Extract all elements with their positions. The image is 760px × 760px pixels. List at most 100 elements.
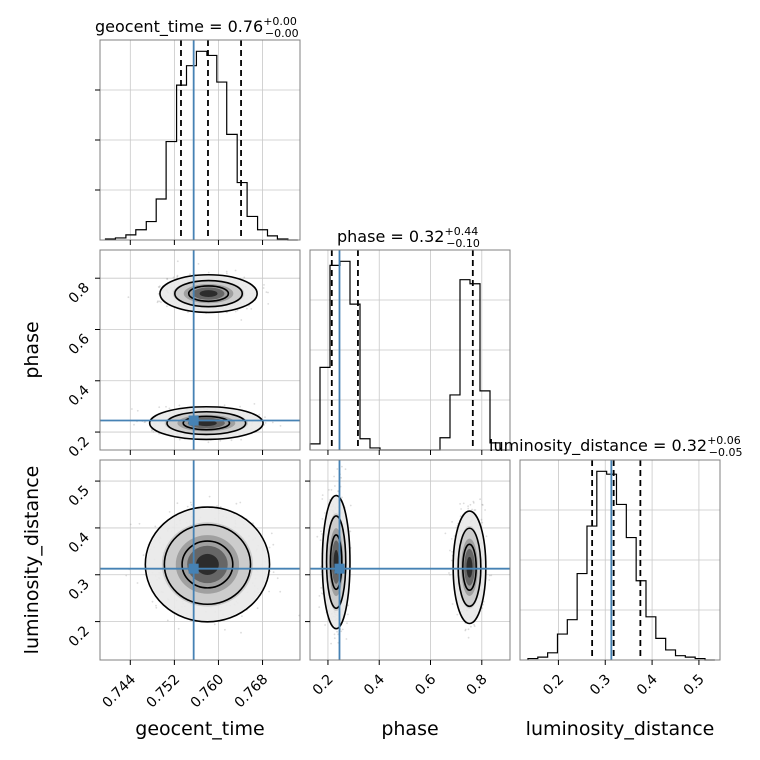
sample-point [268, 546, 271, 549]
sample-point [482, 600, 485, 603]
sample-point [467, 636, 470, 639]
sample-point [341, 496, 343, 499]
sample-point [239, 501, 242, 504]
sample-point [470, 625, 472, 628]
panel-phase-hist [309, 249, 511, 455]
sample-point [138, 522, 141, 525]
contour-line [321, 494, 351, 630]
sample-point [346, 622, 348, 625]
sample-point [459, 515, 462, 517]
sample-point [155, 606, 158, 609]
sample-point [267, 303, 270, 305]
sample-point [243, 276, 246, 279]
sample-point [334, 485, 336, 487]
sample-point [240, 319, 243, 321]
sample-point [330, 642, 332, 645]
truth-marker [188, 563, 199, 574]
sample-point [207, 441, 210, 444]
sample-point [178, 438, 181, 441]
ylabel-phase: phase [21, 321, 43, 378]
sample-point [453, 535, 456, 537]
sample-point [160, 301, 162, 304]
sample-point [481, 503, 484, 506]
sample-point [276, 577, 279, 580]
contour-line [457, 527, 482, 608]
x-tick-label: 0.3 [587, 672, 614, 699]
sample-point [473, 625, 476, 627]
x-tick-label: 0.4 [634, 671, 661, 698]
sample-point [248, 304, 250, 307]
panel-10-frame [99, 249, 301, 451]
sample-point [189, 273, 191, 276]
density-fill [199, 290, 218, 298]
density-fill [195, 420, 217, 427]
sample-point [258, 413, 261, 416]
sample-point [472, 500, 475, 503]
x-tick-label: 0.744 [99, 671, 139, 711]
sample-point [444, 532, 447, 535]
sample-point [271, 421, 274, 424]
contour-line [166, 410, 247, 436]
sample-point [143, 421, 146, 424]
sample-point [166, 277, 169, 280]
sample-point [451, 521, 453, 523]
sample-point [450, 538, 453, 540]
sample-point [481, 521, 484, 524]
panel-phase-vs-geocent-time: 0.20.40.60.8 [66, 249, 301, 461]
title-luminosity-distance-sup: +0.06 [707, 434, 741, 447]
sample-point [473, 509, 476, 511]
sample-point [234, 310, 237, 313]
title-geocent-time-sub: −0.00 [265, 27, 299, 40]
sample-point [158, 300, 161, 303]
sample-point [157, 300, 159, 303]
sample-point [151, 600, 154, 603]
sample-point [241, 615, 243, 617]
x-tick-label: 0.2 [540, 672, 567, 699]
contour-line [325, 515, 347, 610]
title-phase-sup: +0.44 [444, 225, 478, 238]
sample-point [272, 543, 275, 546]
sample-point [318, 606, 321, 608]
sample-point [264, 422, 267, 424]
y-tick-label: 0.3 [66, 576, 93, 603]
sample-point [155, 604, 157, 607]
y-tick-label: 0.5 [66, 483, 93, 510]
sample-point [324, 512, 326, 514]
sample-point [234, 269, 237, 272]
sample-point [150, 429, 153, 432]
y-tick-label: 0.2 [66, 434, 93, 461]
sample-point [240, 631, 242, 634]
title-phase-sub: −0.10 [446, 237, 480, 250]
sample-point [264, 416, 266, 419]
sample-point [235, 502, 238, 505]
sample-point [341, 465, 343, 468]
sample-point [318, 595, 321, 597]
contour-line [148, 405, 264, 441]
sample-point [344, 468, 347, 471]
sample-point [455, 526, 458, 529]
sample-point [333, 633, 336, 636]
xlabel-luminosity-distance: luminosity_distance [526, 718, 715, 740]
truth-marker [188, 415, 199, 426]
contour-line [462, 543, 477, 592]
sample-point [268, 590, 270, 593]
sample-point [127, 296, 130, 299]
xlabel-phase: phase [381, 718, 438, 740]
sample-point [462, 502, 465, 505]
sample-point [168, 511, 171, 513]
sample-point [321, 518, 324, 520]
sample-point [216, 505, 219, 507]
sample-point [321, 592, 323, 595]
y-tick-label: 0.8 [66, 280, 93, 307]
sample-point [279, 425, 282, 427]
panel-distance-hist: 0.2 0.3 0.4 0.5 [519, 459, 721, 699]
sample-point [265, 291, 268, 293]
sample-point [226, 272, 228, 275]
sample-point [250, 308, 253, 310]
sample-point [456, 613, 459, 616]
sample-point [469, 503, 472, 506]
x-tick-label: 0.752 [144, 672, 184, 712]
x-tick-label: 0.2 [310, 672, 337, 699]
sample-point [340, 476, 342, 479]
